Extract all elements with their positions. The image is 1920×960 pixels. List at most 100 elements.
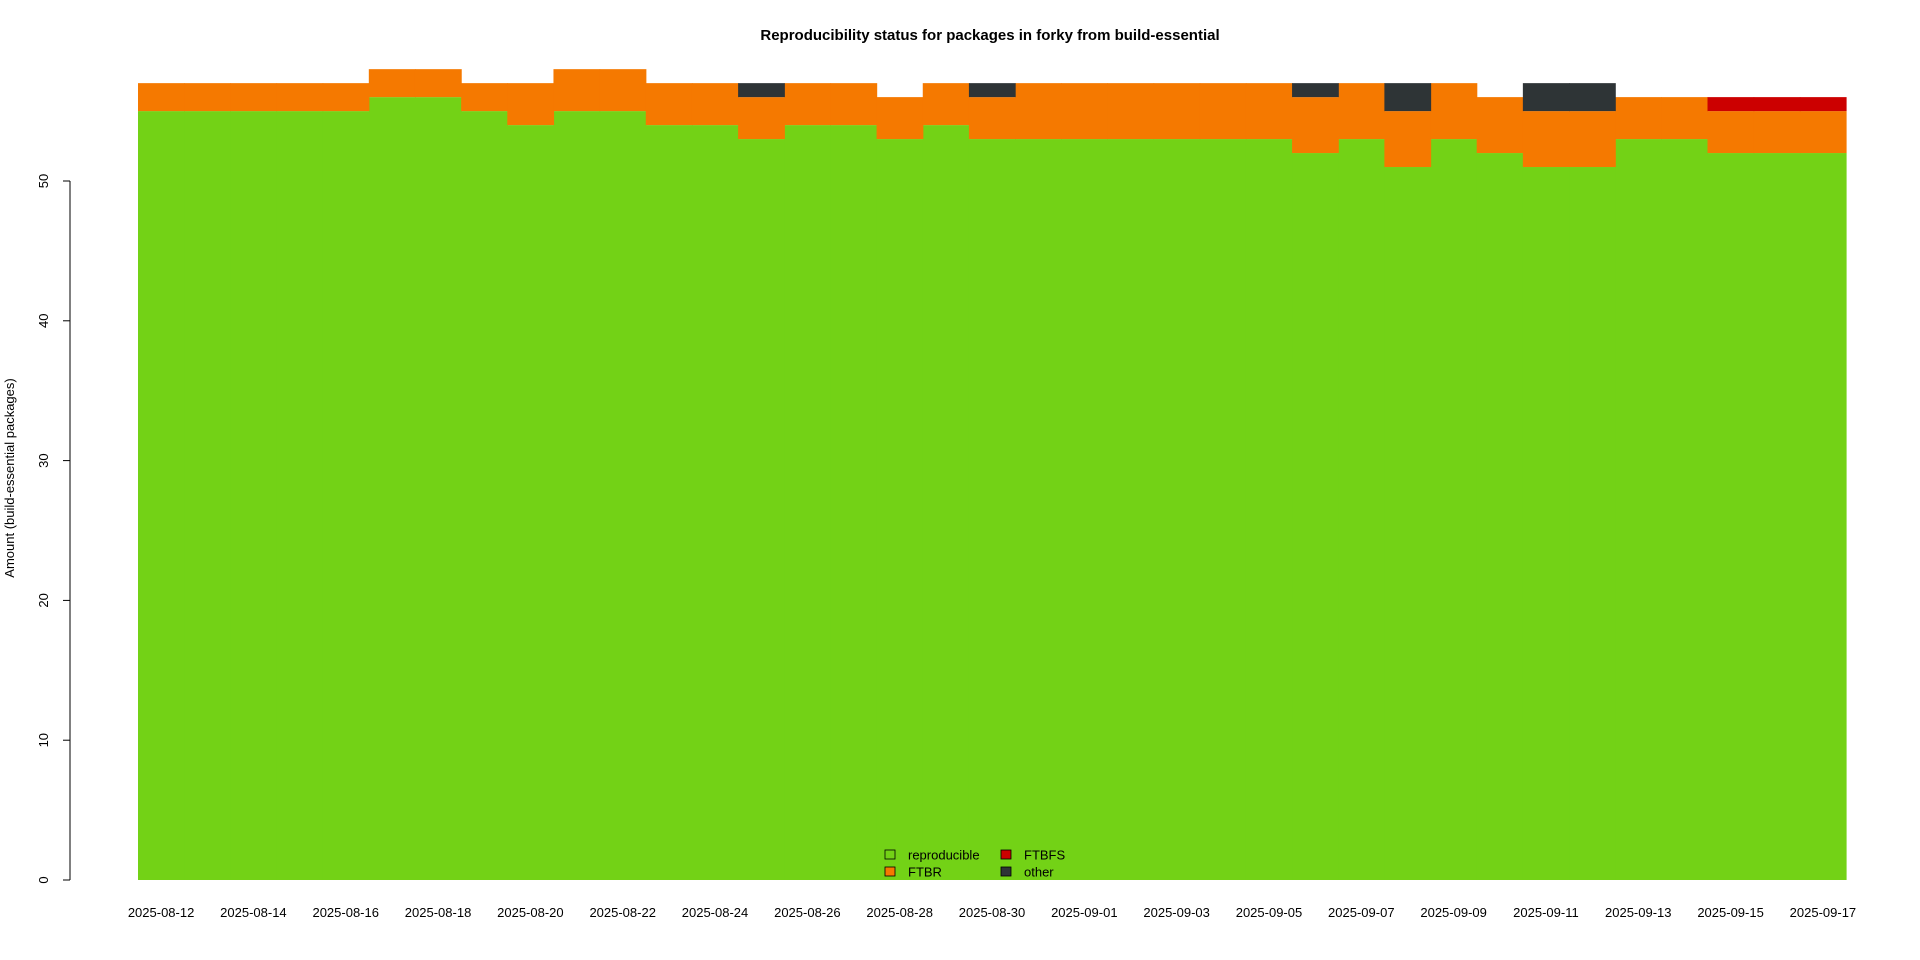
- x-tick-label-2025-08-30: 2025-08-30: [959, 905, 1026, 920]
- legend-label-other: other: [1024, 865, 1054, 880]
- x-tick-label-2025-08-14: 2025-08-14: [220, 905, 287, 920]
- area-segment-reproducible-2025-09-08: [1384, 167, 1432, 880]
- area-segment-reproducible-2025-08-19: [461, 111, 508, 881]
- legend: reproducible FTBFS FTBR other: [884, 848, 1065, 880]
- area-segment-reproducible-2025-09-02: [1107, 139, 1155, 880]
- area-segment-ftbr-2025-09-15: [1707, 111, 1755, 154]
- area-segment-reproducible-2025-09-16: [1753, 153, 1801, 881]
- area-segment-ftbr-2025-08-19: [461, 83, 508, 112]
- area-segment-reproducible-2025-08-21: [553, 111, 601, 881]
- area-segment-reproducible-2025-08-29: [922, 125, 970, 880]
- area-segment-ftbr-2025-08-25: [738, 97, 785, 140]
- y-tick-label-0: 0: [36, 876, 51, 883]
- area-segment-ftbr-2025-08-16: [322, 83, 370, 112]
- area-segment-other-2025-08-30: [968, 83, 1016, 98]
- area-segment-reproducible-2025-08-25: [738, 139, 785, 880]
- area-segment-reproducible-2025-08-31: [1015, 139, 1062, 880]
- area-segment-reproducible-2025-08-14: [230, 111, 278, 881]
- y-tick-label-50: 50: [36, 174, 51, 188]
- area-segment-reproducible-2025-09-14: [1661, 139, 1709, 880]
- area-segment-ftbfs-2025-09-17: [1799, 97, 1847, 112]
- area-segment-ftbr-2025-09-08: [1384, 111, 1432, 168]
- area-segment-ftbr-2025-09-16: [1753, 111, 1801, 154]
- y-axis: 0 10 20 30 40 50: [36, 174, 71, 884]
- area-segment-ftbr-2025-08-23: [645, 83, 693, 126]
- area-segment-ftbr-2025-08-14: [230, 83, 278, 112]
- x-tick-label-2025-09-03: 2025-09-03: [1143, 905, 1210, 920]
- area-segment-ftbr-2025-09-17: [1799, 111, 1847, 154]
- x-tick-label-2025-08-26: 2025-08-26: [774, 905, 841, 920]
- series-ftbfs: [1707, 97, 1847, 112]
- area-segment-reproducible-2025-08-16: [322, 111, 370, 881]
- area-segment-reproducible-2025-08-12: [138, 111, 185, 881]
- area-segment-ftbr-2025-09-03: [1153, 83, 1201, 140]
- area-segment-ftbr-2025-08-30: [968, 97, 1016, 140]
- area-segment-reproducible-2025-09-05: [1245, 139, 1293, 880]
- series-reproducible: [138, 97, 1847, 881]
- area-segment-ftbr-2025-09-13: [1615, 97, 1662, 140]
- area-segment-ftbr-2025-09-02: [1107, 83, 1155, 140]
- y-tick-label-40: 40: [36, 314, 51, 328]
- area-segment-ftbr-2025-08-26: [784, 83, 832, 126]
- area-segment-reproducible-2025-08-24: [691, 125, 739, 880]
- area-segment-reproducible-2025-09-12: [1569, 167, 1616, 880]
- area-segment-other-2025-08-25: [738, 83, 785, 98]
- area-segment-ftbr-2025-08-22: [599, 69, 647, 112]
- area-segment-ftbr-2025-09-09: [1430, 83, 1478, 140]
- area-segment-ftbr-2025-08-13: [184, 83, 231, 112]
- y-tick-label-10: 10: [36, 733, 51, 747]
- series-other: [738, 83, 1616, 112]
- x-axis-tick-labels: 2025-08-12 2025-08-14 2025-08-16 2025-08-18…: [128, 905, 1856, 920]
- x-tick-label-2025-09-05: 2025-09-05: [1236, 905, 1303, 920]
- area-segment-reproducible-2025-09-15: [1707, 153, 1755, 881]
- area-segment-ftbr-2025-09-12: [1569, 111, 1616, 168]
- x-tick-label-2025-08-22: 2025-08-22: [589, 905, 656, 920]
- area-segment-ftbr-2025-08-24: [691, 83, 739, 126]
- area-segment-ftbr-2025-08-29: [922, 83, 970, 126]
- area-segment-reproducible-2025-09-09: [1430, 139, 1478, 880]
- x-tick-label-2025-08-16: 2025-08-16: [312, 905, 379, 920]
- area-segment-reproducible-2025-09-17: [1799, 153, 1847, 881]
- y-axis-title: Amount (build-essential packages): [2, 378, 17, 577]
- area-segment-reproducible-2025-09-13: [1615, 139, 1662, 880]
- area-segment-reproducible-2025-09-06: [1292, 153, 1339, 881]
- x-tick-label-2025-09-01: 2025-09-01: [1051, 905, 1118, 920]
- area-segment-other-2025-09-08: [1384, 83, 1432, 112]
- area-segment-reproducible-2025-09-01: [1061, 139, 1108, 880]
- area-segment-ftbr-2025-09-04: [1199, 83, 1247, 140]
- area-segment-ftbr-2025-09-11: [1522, 111, 1570, 168]
- area-segment-ftbr-2025-08-31: [1015, 83, 1062, 140]
- x-tick-label-2025-09-15: 2025-09-15: [1697, 905, 1764, 920]
- area-segment-ftbr-2025-08-27: [830, 83, 878, 126]
- area-segment-ftbr-2025-09-01: [1061, 83, 1108, 140]
- y-tick-label-20: 20: [36, 593, 51, 607]
- area-segment-ftbr-2025-09-05: [1245, 83, 1293, 140]
- area-segment-ftbr-2025-08-20: [507, 83, 555, 126]
- x-tick-label-2025-09-09: 2025-09-09: [1420, 905, 1487, 920]
- chart-title: Reproducibility status for packages in f…: [760, 27, 1219, 44]
- area-segment-other-2025-09-12: [1569, 83, 1616, 112]
- area-segment-ftbr-2025-08-12: [138, 83, 185, 112]
- area-segment-reproducible-2025-09-03: [1153, 139, 1201, 880]
- area-segment-reproducible-2025-08-18: [414, 97, 462, 881]
- area-segment-ftbr-2025-09-07: [1338, 83, 1385, 140]
- area-segment-reproducible-2025-08-23: [645, 125, 693, 880]
- x-tick-label-2025-09-17: 2025-09-17: [1790, 905, 1857, 920]
- x-tick-label-2025-08-12: 2025-08-12: [128, 905, 195, 920]
- area-segment-reproducible-2025-09-10: [1476, 153, 1524, 881]
- area-segment-reproducible-2025-09-04: [1199, 139, 1247, 880]
- area-segment-other-2025-09-06: [1292, 83, 1339, 98]
- x-tick-label-2025-08-20: 2025-08-20: [497, 905, 564, 920]
- legend-label-ftbfs: FTBFS: [1024, 848, 1065, 863]
- x-tick-label-2025-09-13: 2025-09-13: [1605, 905, 1672, 920]
- legend-swatch-reproducible: [884, 849, 896, 860]
- series-ftbr: [138, 69, 1847, 168]
- area-segment-reproducible-2025-08-30: [968, 139, 1016, 880]
- area-segment-reproducible-2025-08-22: [599, 111, 647, 881]
- area-segment-ftbr-2025-09-06: [1292, 97, 1339, 154]
- legend-swatch-ftbr: [884, 866, 896, 877]
- y-tick-label-30: 30: [36, 453, 51, 467]
- area-segment-reproducible-2025-08-15: [276, 111, 324, 881]
- x-tick-label-2025-08-28: 2025-08-28: [866, 905, 933, 920]
- area-segment-reproducible-2025-08-17: [368, 97, 416, 881]
